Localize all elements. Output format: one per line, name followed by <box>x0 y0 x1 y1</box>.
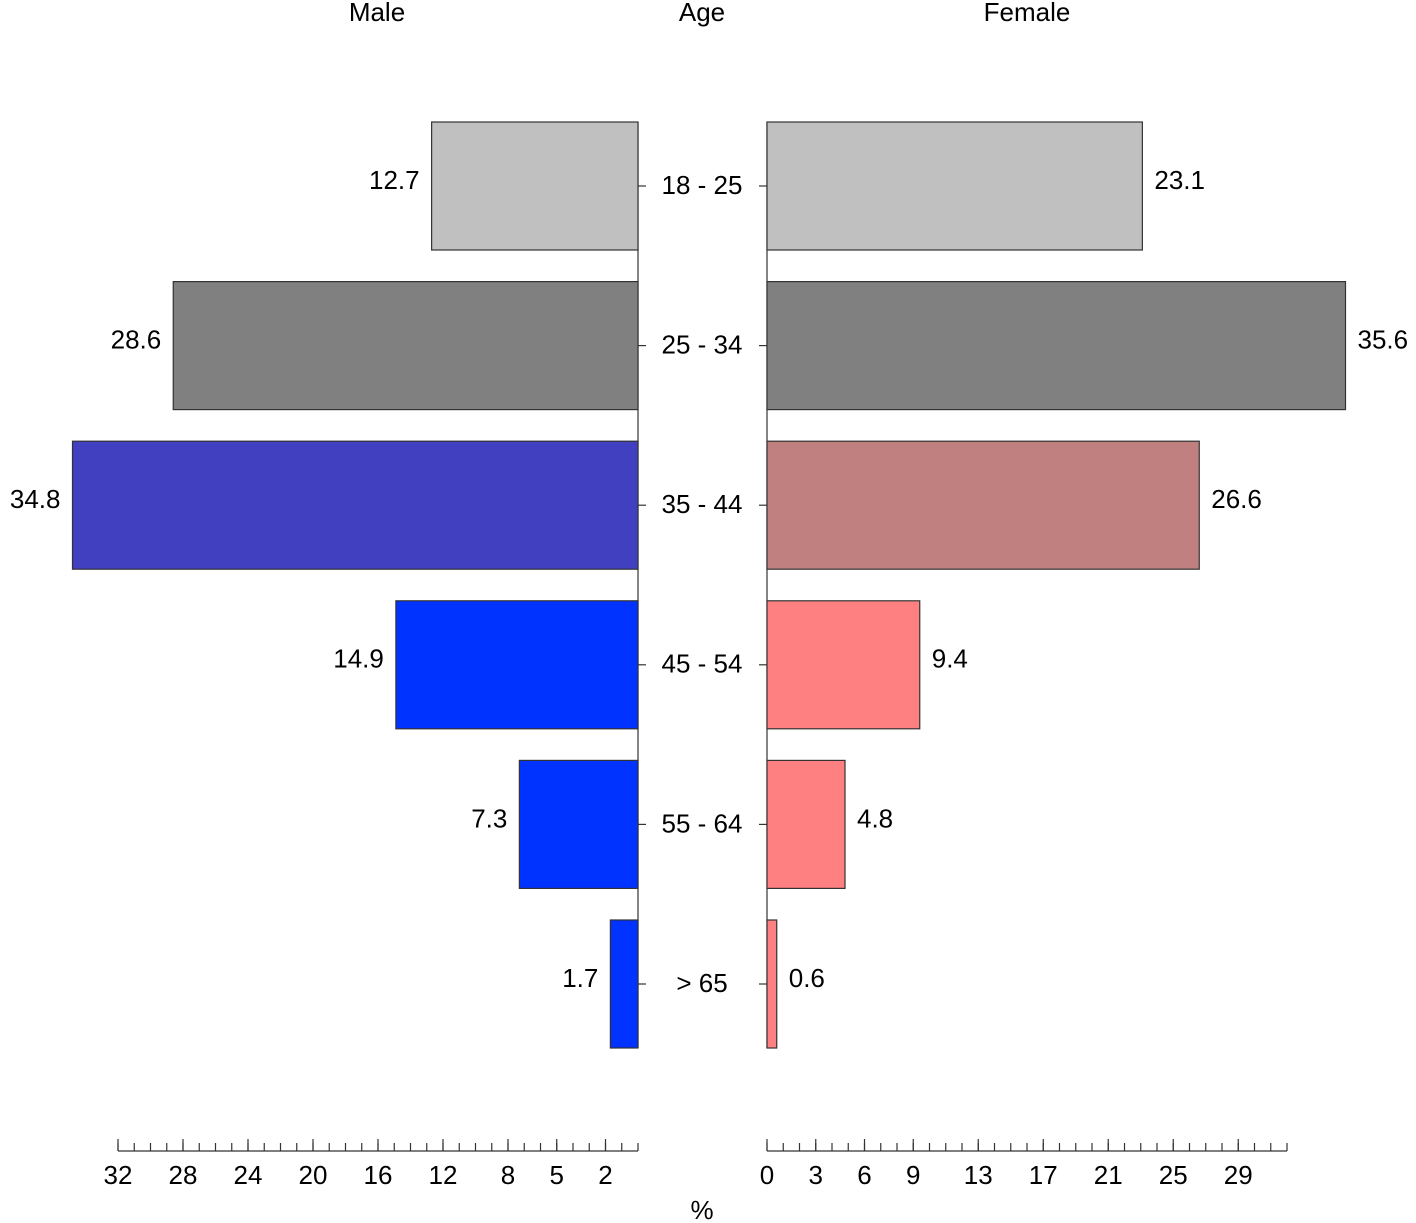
x-tick-label: 3 <box>809 1160 823 1190</box>
bar <box>766 919 778 1049</box>
x-tick-label: 2 <box>598 1160 612 1190</box>
bar <box>766 121 1143 251</box>
value-label: 1.7 <box>562 963 598 993</box>
bar <box>71 440 639 570</box>
age-title: Age <box>679 0 725 27</box>
bar <box>431 121 639 251</box>
value-label: 12.7 <box>369 165 420 195</box>
value-label: 35.6 <box>1358 324 1409 354</box>
x-tick-label: 16 <box>364 1160 393 1190</box>
bar <box>518 759 639 890</box>
category-label: 35 - 44 <box>662 489 743 519</box>
value-label: 26.6 <box>1211 484 1262 514</box>
value-label: 9.4 <box>932 644 968 674</box>
bar <box>395 600 639 730</box>
x-tick-label: 0 <box>760 1160 774 1190</box>
bar <box>609 919 639 1049</box>
x-tick-label: 20 <box>299 1160 328 1190</box>
value-label: 14.9 <box>333 644 384 674</box>
category-label: 55 - 64 <box>662 808 743 838</box>
x-tick-label: 9 <box>906 1160 920 1190</box>
value-label: 7.3 <box>471 803 507 833</box>
x-axis-label: % <box>690 1195 713 1223</box>
x-tick-label: 24 <box>234 1160 263 1190</box>
bar <box>766 440 1200 570</box>
bar <box>766 600 921 730</box>
male-title: Male <box>349 0 405 27</box>
category-label: 18 - 25 <box>662 170 743 200</box>
value-label: 23.1 <box>1154 165 1205 195</box>
x-tick-label: 13 <box>964 1160 993 1190</box>
category-label: 25 - 34 <box>662 329 743 359</box>
x-tick-label: 32 <box>104 1160 133 1190</box>
x-tick-label: 12 <box>429 1160 458 1190</box>
value-label: 0.6 <box>789 963 825 993</box>
x-tick-label: 17 <box>1029 1160 1058 1190</box>
x-tick-label: 5 <box>550 1160 564 1190</box>
value-label: 4.8 <box>857 803 893 833</box>
bar <box>172 281 639 411</box>
bar <box>766 281 1347 411</box>
category-label: 45 - 54 <box>662 649 743 679</box>
bar <box>766 759 846 890</box>
x-tick-label: 21 <box>1094 1160 1123 1190</box>
x-tick-label: 28 <box>169 1160 198 1190</box>
x-tick-label: 25 <box>1159 1160 1188 1190</box>
value-label: 28.6 <box>111 324 162 354</box>
x-tick-label: 6 <box>857 1160 871 1190</box>
x-tick-label: 29 <box>1224 1160 1253 1190</box>
x-tick-label: 8 <box>501 1160 515 1190</box>
value-label: 34.8 <box>10 484 61 514</box>
category-label: > 65 <box>676 968 727 998</box>
female-title: Female <box>984 0 1071 27</box>
